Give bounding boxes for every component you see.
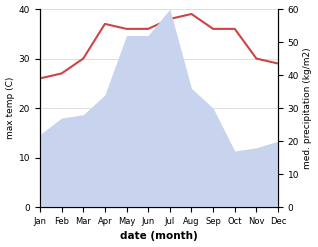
X-axis label: date (month): date (month) (120, 231, 198, 242)
Y-axis label: med. precipitation (kg/m2): med. precipitation (kg/m2) (303, 47, 313, 169)
Y-axis label: max temp (C): max temp (C) (5, 77, 15, 139)
